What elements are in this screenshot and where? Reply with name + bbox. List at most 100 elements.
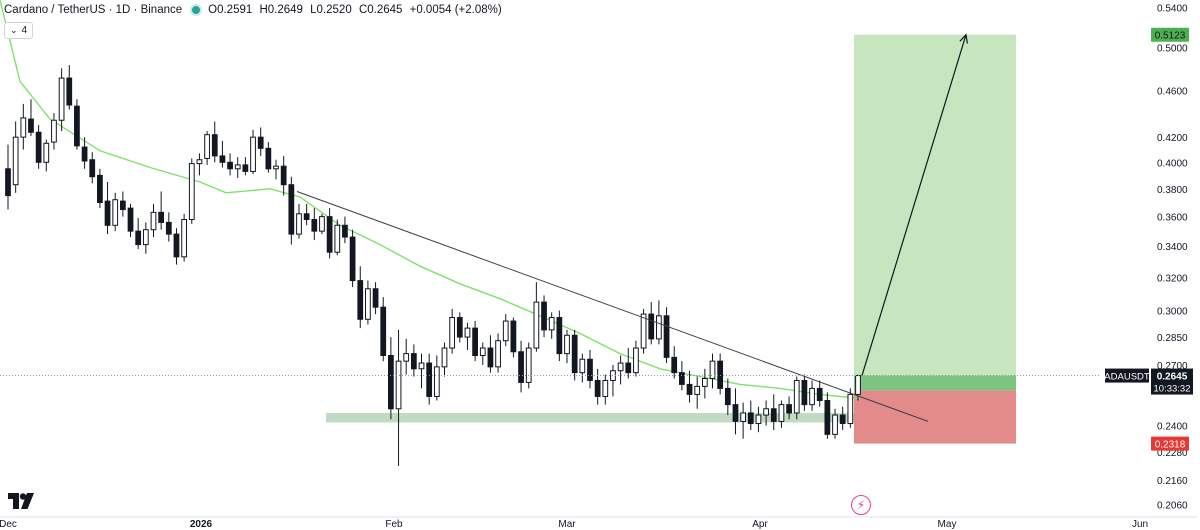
candle-body <box>127 207 134 232</box>
candle-body <box>66 77 73 106</box>
y-tick-label: 0.2160 <box>1157 476 1188 487</box>
y-tick-label: 0.4600 <box>1157 86 1188 97</box>
candle-body <box>441 347 448 368</box>
candle-body <box>518 351 524 383</box>
candle-body <box>763 408 769 416</box>
y-tick-label: 0.3800 <box>1157 185 1188 196</box>
x-tick-label: Feb <box>385 519 403 530</box>
candle-body <box>801 379 808 406</box>
candle-body <box>694 385 701 395</box>
candle-body <box>770 408 777 422</box>
close-value: C0.2645 <box>358 4 403 16</box>
ohlc-values: O0.2591 H0.2649 L0.2520 C0.2645 +0.0054 … <box>208 4 506 16</box>
candle-body <box>548 317 555 331</box>
symbol-title[interactable]: Cardano / TetherUS · 1D · Binance <box>4 4 183 16</box>
candle-body <box>602 379 609 397</box>
candle-body <box>349 236 356 282</box>
indicator-toggle[interactable]: ⌄ 4 <box>4 22 34 39</box>
candle-body <box>181 219 188 258</box>
candle-body <box>97 174 103 204</box>
candle-body <box>617 362 624 372</box>
price-axis: 0.5400 0.5000 0.4600 0.4200 0.4000 0.3800 0.36… <box>1157 4 1188 512</box>
candle-body <box>502 320 509 342</box>
candle-body <box>571 334 578 374</box>
x-tick-label: Apr <box>752 519 768 530</box>
y-tick-label: 0.3200 <box>1157 273 1188 284</box>
candle-body <box>525 347 532 383</box>
candle-body <box>204 134 210 159</box>
symbol-tag: ADAUSDT <box>1104 372 1150 383</box>
candle-body <box>227 161 233 170</box>
candle-body <box>640 313 647 349</box>
time-axis: Dec 2026 Feb Mar Apr May Jun <box>0 516 1198 530</box>
y-tick-label: 0.4000 <box>1157 158 1188 169</box>
moving-average <box>0 0 861 400</box>
candle-body <box>357 280 364 320</box>
candle-body <box>380 306 387 356</box>
y-tick-label: 0.2060 <box>1157 500 1188 511</box>
candle-body <box>679 372 685 385</box>
candle-body <box>671 356 678 374</box>
candle-body <box>541 301 547 331</box>
ma-line <box>0 0 861 400</box>
candle-body <box>755 414 762 425</box>
candle-body <box>234 164 241 170</box>
candle-body <box>334 224 341 253</box>
candle-body <box>211 134 218 157</box>
candle-body <box>150 211 157 231</box>
countdown-tag: 10:33:32 <box>1154 384 1191 395</box>
symbol-tag-bg <box>1105 368 1149 383</box>
candle-body <box>663 315 670 358</box>
candle-body <box>257 136 264 149</box>
target-zone <box>854 34 1016 376</box>
candle-body <box>786 404 792 414</box>
candle-body <box>219 155 226 163</box>
candle-body <box>701 377 708 387</box>
candle-body <box>12 136 19 186</box>
candle-body <box>173 233 180 258</box>
candle-body <box>487 347 494 368</box>
y-tick-label: 0.2280 <box>1157 448 1188 459</box>
y-tick-label: 0.3000 <box>1157 307 1188 318</box>
candle-body <box>273 165 279 170</box>
candles <box>5 65 861 466</box>
candle-body <box>410 353 417 370</box>
entry-band <box>854 375 1016 391</box>
candle-body <box>5 168 11 197</box>
target-price-tag: 0.5123 <box>1155 31 1186 42</box>
candle-body <box>418 362 425 370</box>
candle-body <box>472 327 478 356</box>
candle-body <box>142 229 149 246</box>
candle-body <box>342 224 348 238</box>
candle-body <box>365 288 371 320</box>
x-tick-label: Mar <box>558 519 576 530</box>
y-tick-label: 0.3600 <box>1157 213 1188 224</box>
lightning-icon[interactable]: ⚡ <box>851 495 871 515</box>
candle-body <box>35 131 42 163</box>
open-value: O0.2591 <box>208 4 253 16</box>
y-tick-label: 0.5400 <box>1157 4 1188 15</box>
candle-body <box>250 136 256 172</box>
candle-body <box>188 163 195 221</box>
candle-body <box>58 77 65 121</box>
candle-body <box>564 334 570 355</box>
tradingview-logo-icon[interactable] <box>8 490 34 514</box>
candle-body <box>747 412 754 425</box>
arrow-head <box>959 33 968 44</box>
candle-body <box>265 147 272 170</box>
candle-body <box>556 317 563 355</box>
candle-body <box>104 200 111 226</box>
candle-body <box>81 146 88 162</box>
y-tick-label: 0.2850 <box>1157 333 1188 344</box>
candle-body <box>74 105 80 147</box>
candle-body <box>319 216 325 232</box>
candle-body <box>135 230 142 246</box>
candle-body <box>709 360 716 379</box>
x-tick-label: Dec <box>0 519 17 530</box>
candle-body <box>740 412 747 422</box>
candle-body <box>43 142 50 163</box>
candle-body <box>579 358 586 374</box>
candle-body <box>433 366 440 397</box>
